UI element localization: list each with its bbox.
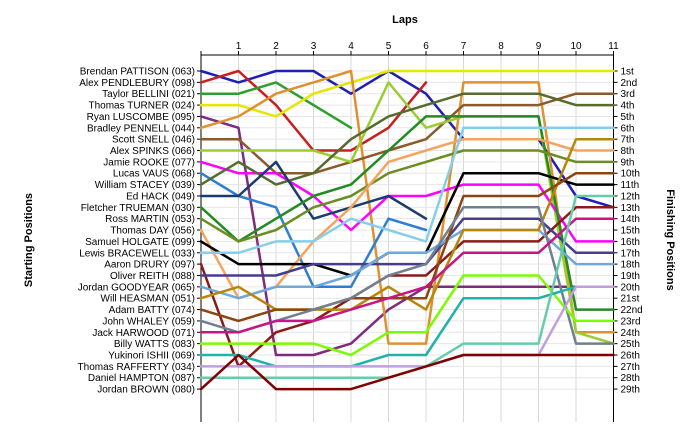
finishing-position-label: 15th: [621, 226, 640, 237]
lap-tick-label: 7: [461, 41, 467, 52]
y-axis-title-left: Starting Positions: [23, 193, 35, 287]
finishing-position-label: 18th: [621, 260, 640, 271]
lap-tick-label: 5: [386, 41, 392, 52]
starting-position-label: Aaron DRURY (097): [104, 260, 195, 271]
starting-position-label: Alex PENDLEBURY (098): [79, 78, 195, 89]
series-line: [199, 217, 615, 277]
series-line: [199, 228, 615, 300]
starting-position-label: Taylor BELLINI (021): [102, 89, 195, 100]
starting-position-label: Jordan BROWN (080): [97, 385, 195, 396]
starting-position-label: Alex SPINKS (066): [110, 146, 195, 157]
series-line: [199, 353, 615, 391]
lap-tick-label: 2: [273, 41, 279, 52]
finishing-position-label: 17th: [621, 248, 640, 259]
starting-position-label: Oliver REITH (088): [110, 271, 195, 282]
series-line: [199, 69, 615, 118]
starting-position-label: Ryan LUSCOMBE (095): [87, 112, 195, 123]
finishing-position-label: 24th: [621, 328, 640, 339]
finishing-position-label: 22nd: [621, 305, 643, 316]
lap-tick-label: 8: [498, 41, 504, 52]
series-line: [199, 160, 428, 220]
starting-position-label: Adam BATTY (074): [109, 305, 195, 316]
finishing-position-label: 29th: [621, 385, 640, 396]
series-line: [199, 217, 615, 334]
finishing-position-label: 14th: [621, 214, 640, 225]
starting-position-label: Jamie ROOKE (077): [103, 157, 195, 168]
finishing-position-labels: 1st2nd3rd4th5th6th7th8th9th10th11th12th1…: [621, 67, 643, 396]
lap-tick-label: 1: [236, 41, 242, 52]
lap-tick-label: 4: [348, 41, 354, 52]
series-line: [199, 171, 615, 323]
finishing-position-label: 1st: [621, 67, 635, 78]
finishing-position-label: 20th: [621, 282, 640, 293]
starting-position-label: Jordan GOODYEAR (065): [78, 282, 195, 293]
starting-position-label: Jack HARWOOD (071): [92, 328, 195, 339]
series-line: [199, 92, 615, 186]
series-line: [199, 274, 615, 357]
finishing-position-label: 8th: [621, 146, 635, 157]
starting-position-label: Ross MARTIN (053): [105, 214, 195, 225]
series-line: [199, 69, 615, 345]
starting-position-label: William STACEY (039): [95, 180, 195, 191]
starting-position-label: Brendan PATTISON (063): [80, 67, 195, 78]
finishing-position-label: 4th: [621, 101, 635, 112]
finishing-position-label: 2nd: [621, 78, 638, 89]
series-line: [199, 81, 353, 130]
starting-position-label: Daniel HAMPTON (087): [88, 373, 195, 384]
finishing-position-label: 28th: [621, 373, 640, 384]
finishing-position-label: 3rd: [621, 89, 635, 100]
starting-position-label: Samuel HOLGATE (099): [85, 237, 195, 248]
finishing-position-label: 19th: [621, 271, 640, 282]
finishing-position-label: 23rd: [621, 316, 641, 327]
starting-position-label: Lewis BRACEWELL (033): [79, 248, 195, 259]
finishing-position-label: 10th: [621, 169, 640, 180]
chart-series-lines: [199, 69, 615, 391]
finishing-position-label: 27th: [621, 362, 640, 373]
starting-position-label: Thomas RAFFERTY (034): [78, 362, 195, 373]
series-line: [199, 160, 615, 243]
finishing-position-label: 5th: [621, 112, 635, 123]
starting-position-label: Thomas TURNER (024): [88, 101, 195, 112]
lap-tick-label: 3: [311, 41, 317, 52]
lap-tick-label: 10: [570, 41, 582, 52]
finishing-position-label: 25th: [621, 339, 640, 350]
finishing-position-label: 16th: [621, 237, 640, 248]
y-axis-title-right: Finishing Positions: [664, 189, 676, 290]
starting-position-label: Yukinori ISHII (069): [108, 351, 195, 362]
starting-position-label: Billy WATTS (083): [114, 339, 195, 350]
starting-position-label: Lucas VAUS (068): [113, 169, 195, 180]
series-line: [199, 285, 615, 368]
series-line: [199, 126, 615, 255]
starting-position-label: Ed HACK (049): [126, 191, 195, 202]
series-line: [199, 285, 615, 368]
starting-position-label: John WHALEY (059): [102, 316, 195, 327]
x-axis-title: Laps: [392, 14, 418, 26]
lap-tick-label: 9: [536, 41, 542, 52]
starting-position-labels: Brendan PATTISON (063)Alex PENDLEBURY (0…: [78, 67, 195, 396]
finishing-position-label: 11th: [621, 180, 640, 191]
lap-tick-label: 11: [608, 41, 619, 52]
lap-tick-labels: 1 2 3 4 5 6 7 8 9 10 11: [236, 41, 619, 52]
finishing-position-label: 6th: [621, 123, 635, 134]
series-line: [199, 115, 615, 311]
series-line: [199, 149, 615, 243]
starting-position-label: Thomas DAY (056): [110, 226, 195, 237]
starting-position-label: Bradley PENNELL (044): [87, 123, 195, 134]
starting-position-label: Scott SNELL (046): [112, 135, 195, 146]
finishing-position-label: 13th: [621, 203, 640, 214]
starting-position-label: Fletcher TRUEMAN (030): [81, 203, 195, 214]
finishing-position-label: 26th: [621, 351, 640, 362]
finishing-position-label: 7th: [621, 135, 635, 146]
starting-position-label: Will HEASMAN (051): [101, 294, 195, 305]
finishing-position-label: 21st: [621, 294, 640, 305]
finishing-position-label: 12th: [621, 191, 640, 202]
lap-tick-label: 6: [423, 41, 429, 52]
finishing-position-label: 9th: [621, 157, 635, 168]
